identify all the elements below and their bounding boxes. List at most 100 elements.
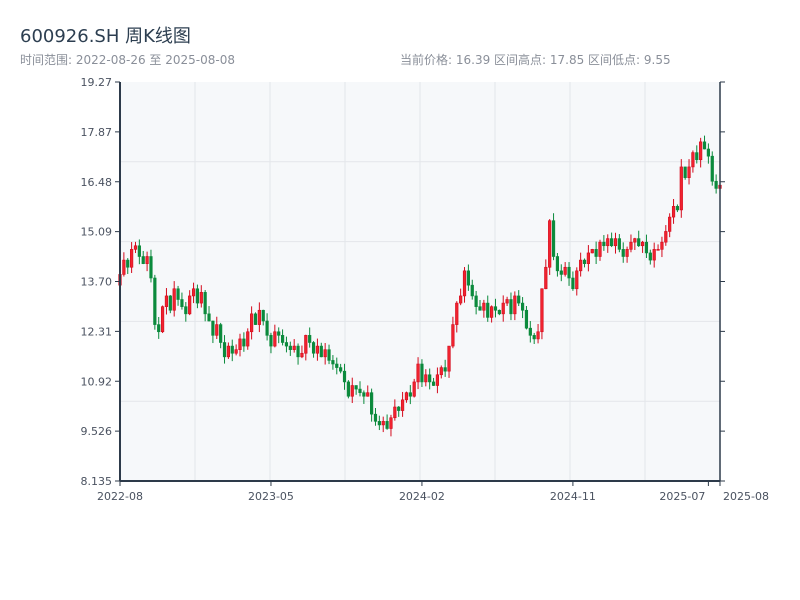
y-tick-label: 9.526 xyxy=(81,425,113,438)
candle-body xyxy=(579,259,583,272)
candle-body xyxy=(191,288,196,297)
candle-body xyxy=(590,249,594,254)
y-tick-label: 17.87 xyxy=(81,126,113,139)
candle-body xyxy=(176,288,180,300)
candle-body xyxy=(269,335,273,347)
candle-body xyxy=(366,392,370,397)
candle-body xyxy=(133,245,138,250)
candle-body xyxy=(377,421,381,426)
candle-body xyxy=(637,238,641,247)
candle-body xyxy=(501,302,505,315)
candle-body xyxy=(257,309,261,325)
x-tick-label: 2024-02 xyxy=(399,490,445,503)
candle-body xyxy=(126,259,130,268)
y-tick-label: 12.31 xyxy=(81,325,113,338)
candle-body xyxy=(621,249,625,257)
candle-body xyxy=(373,413,378,422)
candle-body xyxy=(424,374,428,383)
candle-body xyxy=(389,417,393,429)
candle-body xyxy=(582,259,587,264)
candle-body xyxy=(486,302,490,318)
candle-body xyxy=(575,270,579,290)
price-stats: 当前价格: 16.39 区间高点: 17.85 区间低点: 9.55 xyxy=(400,53,671,67)
candle-body xyxy=(311,342,316,354)
candle-body xyxy=(222,342,227,358)
candle-body xyxy=(184,306,188,315)
candle-body xyxy=(265,320,269,336)
candle-body xyxy=(284,342,289,347)
candle-body xyxy=(404,392,409,401)
candle-body xyxy=(358,388,362,393)
candle-body xyxy=(691,152,695,168)
candle-body xyxy=(195,288,200,304)
y-tick-label: 13.70 xyxy=(81,276,113,289)
candle-body xyxy=(451,324,455,347)
x-tick-label: 2022-08 xyxy=(97,490,143,503)
candle-body xyxy=(493,306,498,311)
candle-body xyxy=(497,309,501,315)
candle-body xyxy=(664,231,668,243)
candle-body xyxy=(350,385,354,397)
candle-body xyxy=(397,406,401,411)
candle-body xyxy=(157,324,161,333)
candle-body xyxy=(687,166,691,178)
candle-body xyxy=(292,345,296,350)
candle-body xyxy=(288,345,292,350)
candle-body xyxy=(536,331,540,340)
candle-body xyxy=(331,360,335,365)
candle-body xyxy=(261,309,265,322)
candle-body xyxy=(478,306,482,311)
candle-body xyxy=(625,249,629,257)
candle-body xyxy=(513,295,517,315)
candle-body xyxy=(462,270,467,297)
candle-body xyxy=(459,295,463,304)
candle-body xyxy=(648,252,652,261)
candle-body xyxy=(509,299,513,315)
candle-body xyxy=(160,306,165,333)
candle-body xyxy=(381,421,385,426)
candle-body xyxy=(346,381,350,397)
candle-body xyxy=(230,345,234,354)
candle-body xyxy=(660,241,664,250)
candle-body xyxy=(339,367,343,372)
chart-title: 600926.SH 周K线图 xyxy=(20,26,191,47)
y-tick-label: 10.92 xyxy=(81,375,113,388)
candle-body xyxy=(524,309,529,329)
candle-body xyxy=(149,256,153,279)
y-tick-label: 16.48 xyxy=(81,176,113,189)
candle-body xyxy=(408,392,412,397)
y-tick-label: 15.09 xyxy=(81,226,113,239)
candle-body xyxy=(207,313,211,322)
candle-body xyxy=(439,367,443,376)
candle-body xyxy=(443,367,447,372)
candle-body xyxy=(435,374,440,386)
candle-body xyxy=(335,363,339,368)
candle-body xyxy=(226,345,230,358)
candle-body xyxy=(567,266,571,279)
candle-body xyxy=(594,249,598,257)
candle-body xyxy=(323,349,327,358)
candle-body xyxy=(551,220,556,257)
candle-body xyxy=(714,180,718,189)
candle-body xyxy=(466,270,470,286)
candle-body xyxy=(505,299,509,304)
candle-body xyxy=(563,266,567,275)
candle-body xyxy=(393,406,397,419)
candle-body xyxy=(180,299,184,307)
date-range: 时间范围: 2022-08-26 至 2025-08-08 xyxy=(20,53,235,67)
candle-body xyxy=(520,302,525,311)
candle-body xyxy=(455,302,459,325)
candle-body xyxy=(122,259,126,275)
candle-body xyxy=(385,421,389,429)
candle-body xyxy=(490,306,494,318)
candle-body xyxy=(203,292,207,315)
candle-body xyxy=(416,363,420,383)
candle-body xyxy=(447,345,451,372)
candle-body xyxy=(273,331,277,347)
candle-body xyxy=(145,256,149,264)
candle-body xyxy=(602,241,606,247)
candle-body xyxy=(354,385,358,390)
candle-body xyxy=(571,277,575,290)
candle-body xyxy=(555,256,560,272)
candle-body xyxy=(517,295,521,304)
